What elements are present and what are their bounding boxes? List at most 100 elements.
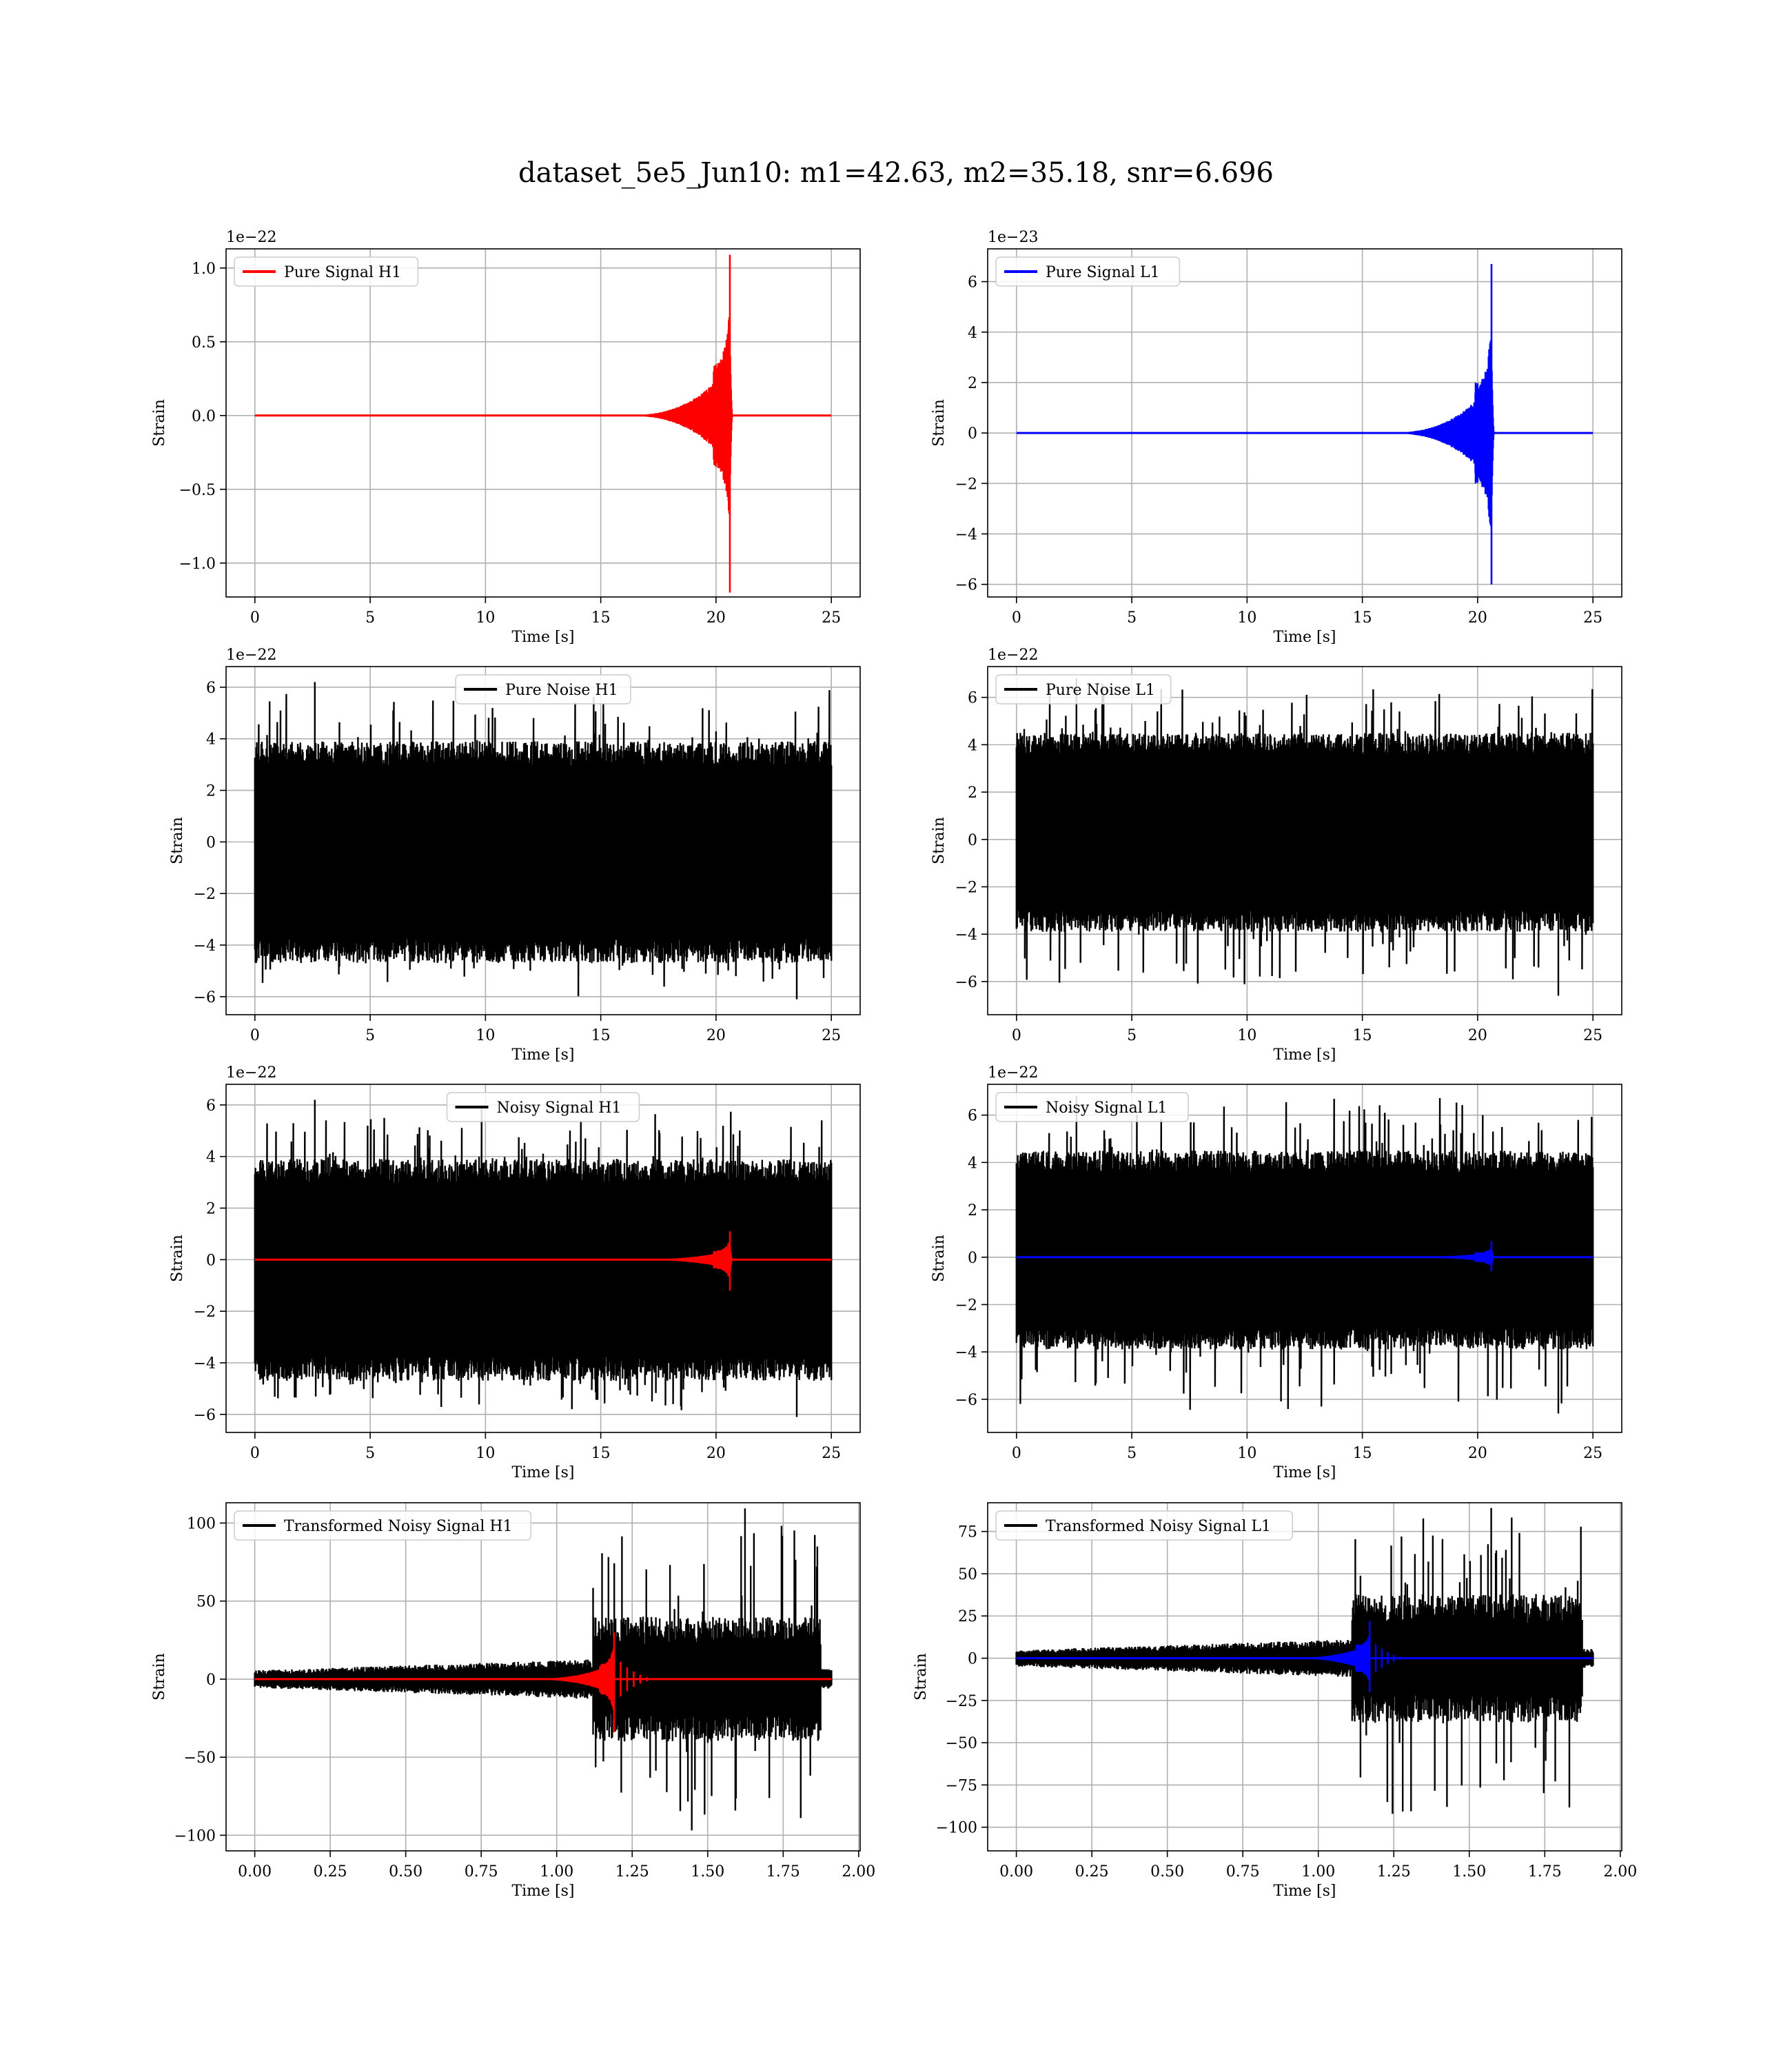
plot-area — [254, 682, 833, 1000]
x-tick-label: 5 — [365, 1445, 375, 1462]
plot-frame — [987, 248, 1622, 598]
y-tick-label: −2 — [194, 886, 216, 903]
x-tick-label: 20 — [1468, 609, 1487, 627]
y-tick-label: −4 — [955, 926, 977, 944]
y-tick-label: 2 — [968, 784, 977, 802]
legend-label: Pure Signal H1 — [284, 264, 401, 281]
x-tick-label: 10 — [1237, 1445, 1256, 1462]
plot-frame — [225, 1084, 861, 1433]
y-tick-label: 0 — [206, 834, 216, 851]
plot-frame — [225, 248, 861, 598]
y-tick-label: 0.5 — [192, 334, 216, 352]
y-axis-label: Strain — [151, 399, 168, 447]
x-tick-label: 0 — [1012, 609, 1021, 627]
x-tick-label: 1.50 — [691, 1863, 724, 1881]
x-tick-label: 25 — [1583, 609, 1602, 627]
x-tick-label: 0.75 — [1226, 1863, 1260, 1881]
legend-label: Pure Noise H1 — [505, 682, 618, 699]
x-tick-label: 25 — [822, 1027, 841, 1044]
offset-label: 1e−23 — [988, 229, 1038, 246]
y-tick-label: 4 — [968, 325, 977, 342]
x-tick-label: 25 — [822, 609, 841, 627]
y-tick-label: 6 — [968, 690, 977, 707]
signal-chirp-line — [1382, 264, 1495, 585]
y-axis-label: Strain — [930, 399, 948, 447]
legend-label: Transformed Noisy Signal L1 — [1046, 1518, 1271, 1535]
legend-box — [995, 1510, 1293, 1541]
figure-title: dataset_5e5_Jun10: m1=42.63, m2=35.18, s… — [518, 157, 1274, 189]
y-tick-label: −6 — [955, 577, 977, 594]
x-tick-label: 1.25 — [1377, 1863, 1411, 1881]
y-tick-label: 4 — [206, 731, 216, 749]
plot-area — [1016, 264, 1594, 585]
legend-box — [995, 1092, 1189, 1122]
y-tick-label: 0 — [206, 1252, 216, 1269]
y-tick-label: 0 — [968, 1651, 977, 1668]
x-axis-label: Time [s] — [1273, 1046, 1336, 1064]
y-tick-label: 6 — [968, 1108, 977, 1125]
plot-area — [1015, 1096, 1594, 1414]
x-tick-label: 5 — [365, 1027, 375, 1044]
legend-box — [446, 1092, 640, 1122]
x-tick-label: 5 — [365, 609, 375, 627]
signal-chirp-line — [624, 254, 733, 593]
x-tick-label: 1.75 — [766, 1863, 800, 1881]
y-tick-label: −4 — [194, 1355, 216, 1372]
y-tick-label: 75 — [958, 1524, 977, 1541]
y-tick-label: −4 — [955, 527, 977, 544]
y-tick-label: 25 — [958, 1608, 977, 1625]
x-tick-label: 15 — [1353, 1027, 1372, 1044]
x-tick-label: 15 — [591, 609, 611, 627]
y-tick-label: −75 — [946, 1777, 977, 1794]
x-axis-label: Time [s] — [511, 1046, 574, 1064]
x-tick-label: 2.00 — [842, 1863, 875, 1881]
y-tick-label: 50 — [958, 1566, 977, 1583]
y-tick-label: −25 — [946, 1693, 977, 1710]
y-tick-label: 2 — [968, 375, 977, 392]
y-tick-label: −1.0 — [179, 556, 216, 573]
x-tick-label: 0 — [250, 609, 260, 627]
y-tick-label: −6 — [955, 1392, 977, 1409]
chart-panel-4: 0 5 10 15 20 25 −6 −4 −2 0 2 4 6 1e−22 Time [s] Strain P… — [930, 647, 1622, 1064]
x-tick-label: 0.00 — [999, 1863, 1033, 1881]
y-tick-label: 6 — [206, 680, 216, 697]
x-tick-label: 0.25 — [1075, 1863, 1109, 1881]
x-tick-label: 1.75 — [1528, 1863, 1562, 1881]
x-tick-label: 25 — [1583, 1027, 1602, 1044]
offset-label: 1e−22 — [988, 647, 1038, 664]
y-tick-label: 6 — [206, 1097, 216, 1115]
offset-label: 1e−22 — [226, 1064, 276, 1082]
y-axis-label: Strain — [169, 1235, 186, 1282]
x-tick-label: 15 — [591, 1445, 611, 1462]
x-tick-label: 0.00 — [238, 1863, 272, 1881]
x-tick-label: 10 — [1237, 1027, 1256, 1044]
y-tick-label: −6 — [955, 974, 977, 991]
y-axis-label: Strain — [930, 817, 948, 864]
x-tick-label: 25 — [1583, 1445, 1602, 1462]
x-tick-label: 0.75 — [465, 1863, 498, 1881]
x-tick-label: 5 — [1127, 1445, 1137, 1462]
chart-panel-6: 0 5 10 15 20 25 −6 −4 −2 0 2 4 6 1e−22 Time [s] Strain N… — [930, 1064, 1622, 1481]
x-tick-label: 25 — [822, 1445, 841, 1462]
y-tick-label: 2 — [968, 1202, 977, 1219]
signal-chirp-line — [627, 1231, 733, 1291]
y-axis-label: Strain — [151, 1653, 168, 1701]
y-tick-label: −50 — [946, 1735, 977, 1752]
y-tick-label: −2 — [955, 476, 977, 493]
signal-chirp-line — [524, 1632, 655, 1732]
x-tick-label: 15 — [591, 1027, 611, 1044]
x-axis-label: Time [s] — [1273, 629, 1336, 646]
signal-chirp-line — [1394, 1241, 1495, 1272]
x-axis-label: Time [s] — [1273, 1464, 1336, 1481]
x-tick-label: 15 — [1353, 1445, 1372, 1462]
y-tick-label: −100 — [174, 1827, 216, 1845]
plot-frame — [225, 1502, 861, 1852]
x-axis-label: Time [s] — [511, 1464, 574, 1481]
y-tick-label: 2 — [206, 1201, 216, 1218]
y-tick-label: −6 — [194, 989, 216, 1006]
y-tick-label: 0.0 — [192, 408, 216, 425]
x-tick-label: 10 — [1237, 609, 1256, 627]
y-tick-label: 1.0 — [192, 261, 216, 278]
y-tick-label: 0 — [968, 425, 977, 443]
